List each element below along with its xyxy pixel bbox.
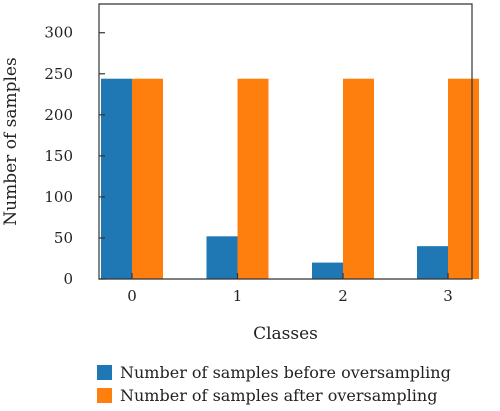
legend-swatch-after [97, 388, 112, 403]
x-tick-label: 2 [338, 287, 348, 305]
bar-series1-class3 [448, 78, 479, 279]
bar-series0-class3 [417, 246, 448, 279]
bars-group [101, 78, 479, 279]
x-tick-label: 0 [127, 287, 137, 305]
bar-series1-class0 [132, 78, 163, 279]
y-axis-title: Number of samples [1, 57, 21, 225]
y-tick-label: 50 [54, 229, 73, 247]
legend-swatch-before [97, 365, 112, 380]
bar-series1-class1 [237, 78, 269, 279]
bar-series0-class2 [312, 262, 343, 279]
legend-label-after: Number of samples after oversampling [120, 386, 437, 405]
y-tick-label: 100 [44, 188, 73, 206]
plot-frame [98, 3, 473, 280]
x-tick-label: 1 [233, 287, 243, 305]
y-axis: 0 50 100 150 200 250 300 [44, 24, 105, 288]
bar-series0-class1 [206, 236, 238, 279]
bar-series1-class2 [343, 78, 374, 279]
x-axis: 0 1 2 3 [127, 273, 453, 305]
x-axis-title: Classes [253, 324, 318, 344]
y-tick-label: 200 [44, 106, 73, 124]
x-tick-label: 3 [443, 287, 453, 305]
y-tick-label: 300 [44, 24, 73, 42]
bar-series0-class0 [101, 78, 132, 279]
legend: Number of samples before oversampling Nu… [97, 363, 451, 405]
y-tick-label: 0 [63, 270, 73, 288]
legend-label-before: Number of samples before oversampling [120, 363, 451, 382]
y-tick-label: 150 [44, 147, 73, 165]
y-tick-label: 250 [44, 65, 73, 83]
